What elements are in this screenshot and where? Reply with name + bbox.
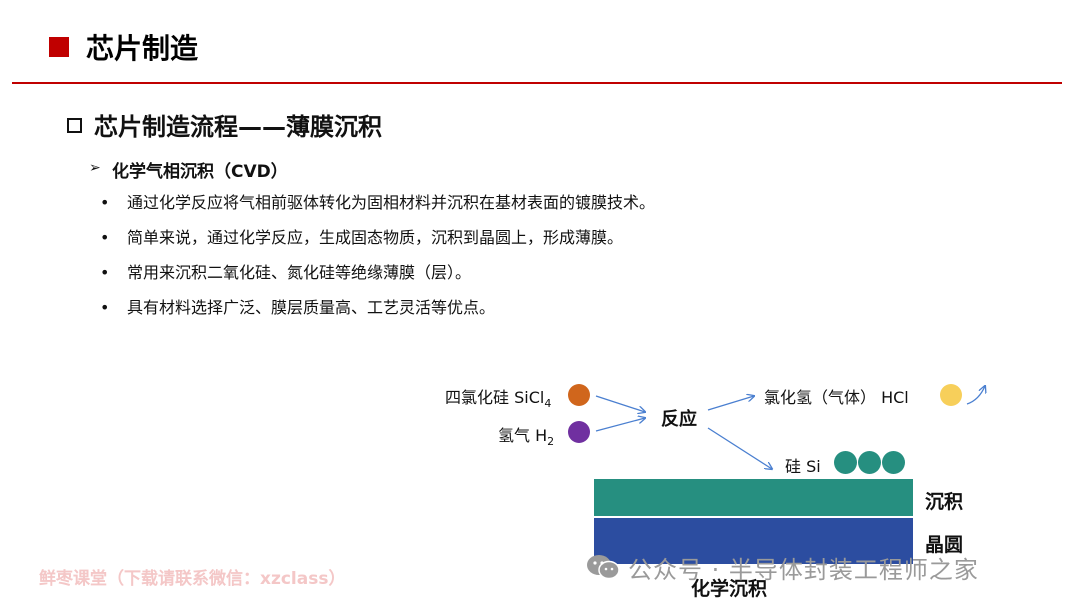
reactant-h2-text: 氢气 H [498, 426, 548, 445]
list-item: • 简单来说，通过化学反应，生成固态物质，沉积到晶圆上，形成薄膜。 [100, 226, 655, 261]
h2-molecule-icon [568, 421, 590, 443]
reactant-h2-subscript: 2 [547, 435, 555, 449]
watermark-right: 公众号 · 半导体封装工程师之家 [628, 556, 979, 584]
section-title: 芯片制造流程——薄膜沉积 [94, 113, 382, 141]
diagram-caption: 化学沉积 [691, 578, 768, 600]
subsection-title: 化学气相沉积（CVD） [112, 162, 288, 182]
reaction-label: 反应 [661, 409, 697, 430]
reactant-sicl4-subscript: 4 [544, 397, 552, 411]
reactant-h2-label: 氢气 H2 [498, 422, 554, 448]
arrow-sicl4-to-reaction [595, 395, 645, 412]
deposition-layer [594, 479, 913, 516]
si-atom-icon [834, 451, 857, 474]
si-label: 硅 Si [785, 457, 821, 476]
bullet-dot: • [100, 263, 110, 282]
sicl4-molecule-icon [568, 384, 590, 406]
list-item: • 通过化学反应将气相前驱体转化为固相材料并沉积在基材表面的镀膜技术。 [100, 191, 655, 226]
bullet-dot: • [100, 193, 110, 212]
wafer-label: 晶圆 [925, 534, 964, 556]
arrow-reaction-to-hcl [707, 396, 754, 411]
si-atom-icon [882, 451, 905, 474]
arrow-bullet-icon: ➢ [89, 160, 101, 176]
bullet-text: 通过化学反应将气相前驱体转化为固相材料并沉积在基材表面的镀膜技术。 [127, 193, 656, 212]
arrow-reaction-to-si [707, 427, 772, 469]
page-title: 芯片制造 [86, 32, 199, 65]
deposition-label: 沉积 [925, 491, 964, 513]
reactant-sicl4-text: 四氯化硅 SiCl [445, 388, 545, 407]
list-item: • 常用来沉积二氧化硅、氮化硅等绝缘薄膜（层）。 [100, 261, 655, 296]
list-item: • 具有材料选择广泛、膜层质量高、工艺灵活等优点。 [100, 296, 655, 331]
wafer-layer [594, 518, 913, 564]
arrow-hcl-rise [966, 386, 985, 405]
bullet-text: 简单来说，通过化学反应，生成固态物质，沉积到晶圆上，形成薄膜。 [127, 228, 624, 247]
arrow-h2-to-reaction [595, 418, 645, 432]
wechat-icon [587, 555, 620, 580]
bullet-text: 常用来沉积二氧化硅、氮化硅等绝缘薄膜（层）。 [127, 263, 472, 282]
bullet-dot: • [100, 228, 110, 247]
watermark-left: 鲜枣课堂（下载请联系微信：xzclass） [39, 569, 346, 589]
bullet-text: 具有材料选择广泛、膜层质量高、工艺灵活等优点。 [127, 298, 496, 317]
header-divider [12, 82, 1062, 84]
section-marker [67, 118, 82, 133]
bullet-dot: • [100, 298, 110, 317]
bullet-list: • 通过化学反应将气相前驱体转化为固相材料并沉积在基材表面的镀膜技术。 • 简单来说… [100, 191, 655, 331]
hcl-label: 氯化氢（气体） HCl [764, 388, 909, 407]
reactant-sicl4-label: 四氯化硅 SiCl4 [445, 384, 551, 410]
hcl-molecule-icon [940, 384, 962, 406]
title-marker [49, 37, 69, 57]
si-atom-icon [858, 451, 881, 474]
